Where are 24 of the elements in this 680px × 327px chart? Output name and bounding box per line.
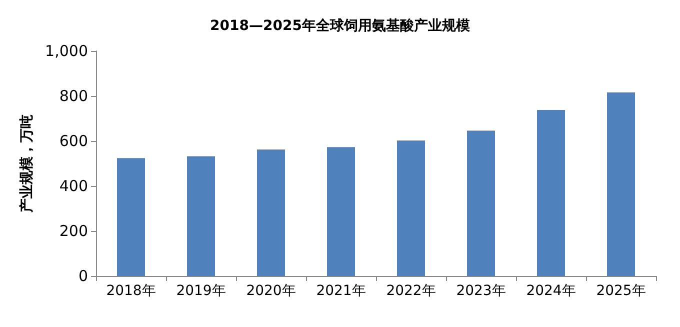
x-tick-label: 2020年 [246, 283, 296, 299]
bar [117, 158, 145, 276]
x-tick-label: 2021年 [316, 283, 366, 299]
x-tick-label: 2023年 [456, 283, 506, 299]
y-tick-label: 400 [59, 177, 88, 195]
bar [257, 150, 285, 276]
x-tick-label: 2019年 [176, 283, 226, 299]
y-axis-title: 产业规模，万吨 [18, 114, 36, 214]
y-tick-label: 600 [59, 132, 88, 150]
bar [467, 130, 495, 276]
bar [327, 147, 355, 276]
bar [607, 92, 635, 276]
y-tick-label: 1,000 [45, 42, 88, 60]
y-tick-label: 0 [78, 267, 88, 285]
y-tick-label: 200 [59, 222, 88, 240]
bar [397, 140, 425, 276]
chart-title: 2018—2025年全球饲用氨基酸产业规模 [210, 17, 471, 34]
bar [187, 156, 215, 276]
bar [537, 110, 565, 276]
x-tick-label: 2024年 [526, 283, 576, 299]
x-tick-label: 2018年 [106, 283, 156, 299]
x-tick-label: 2025年 [596, 283, 646, 299]
x-tick-label: 2022年 [386, 283, 436, 299]
y-tick-label: 800 [59, 87, 88, 105]
